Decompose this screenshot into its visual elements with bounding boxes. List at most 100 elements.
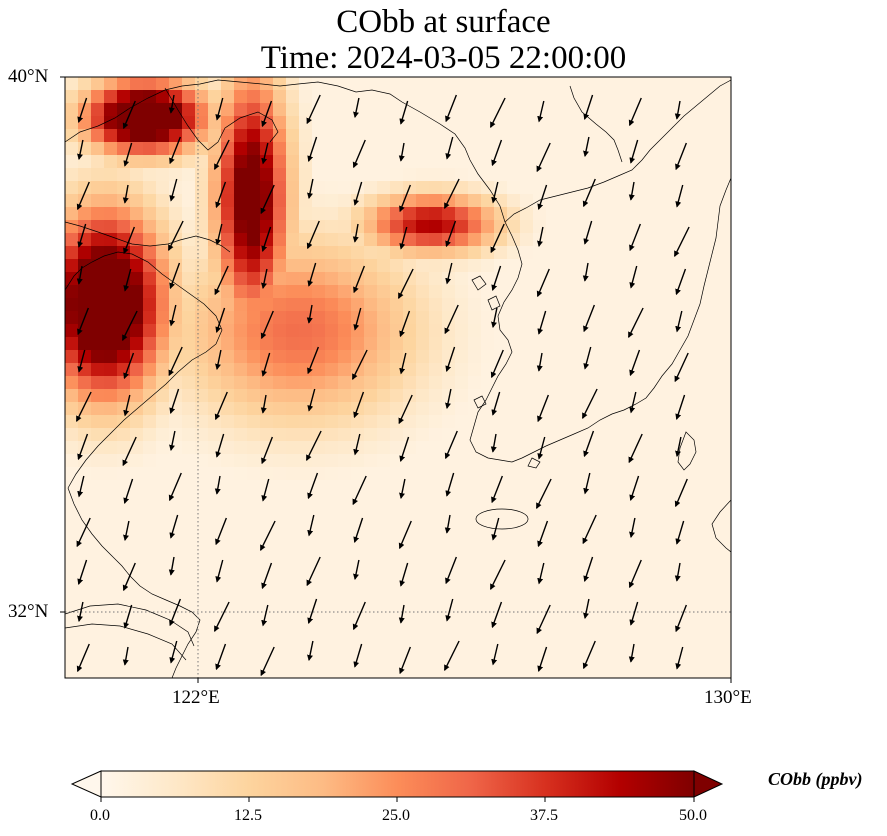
field-cell xyxy=(312,649,326,663)
field-cell xyxy=(442,181,456,195)
field-cell xyxy=(637,584,651,598)
field-cell xyxy=(572,571,586,585)
field-cell xyxy=(312,155,326,169)
field-cell xyxy=(728,454,731,468)
field-cell xyxy=(299,324,313,338)
field-cell xyxy=(442,90,456,104)
field-cell xyxy=(455,480,469,494)
field-cell xyxy=(481,311,495,325)
field-cell xyxy=(273,246,287,260)
field-cell xyxy=(156,571,170,585)
field-cell xyxy=(273,142,287,156)
field-cell xyxy=(325,129,339,143)
field-cell xyxy=(585,467,599,481)
field-cell xyxy=(416,558,430,572)
field-cell xyxy=(637,389,651,403)
field-cell xyxy=(572,272,586,286)
field-cell xyxy=(312,233,326,247)
field-cell xyxy=(338,259,352,273)
field-cell xyxy=(468,259,482,273)
field-cell xyxy=(455,506,469,520)
field-cell xyxy=(507,168,521,182)
field-cell xyxy=(507,415,521,429)
field-cell xyxy=(468,506,482,520)
kyushu-coast xyxy=(711,499,731,553)
wind-arrow xyxy=(307,262,317,287)
field-cell xyxy=(364,90,378,104)
field-cell xyxy=(455,662,469,676)
field-cell xyxy=(676,558,690,572)
field-cell xyxy=(377,233,391,247)
field-cell xyxy=(364,480,378,494)
field-cell xyxy=(481,649,495,663)
field-cell xyxy=(312,545,326,559)
field-cell xyxy=(572,103,586,117)
field-cell xyxy=(403,467,417,481)
field-cell xyxy=(546,194,560,208)
field-cell xyxy=(676,376,690,390)
field-cell xyxy=(364,376,378,390)
field-cell xyxy=(286,623,300,637)
colorbar xyxy=(70,770,724,802)
field-cell xyxy=(416,350,430,364)
field-cell xyxy=(325,376,339,390)
wind-arrow xyxy=(537,562,545,585)
field-cell xyxy=(364,272,378,286)
field-cell xyxy=(182,129,196,143)
field-cell xyxy=(702,402,716,416)
field-cell xyxy=(663,623,677,637)
field-cell xyxy=(676,181,690,195)
field-cell xyxy=(468,298,482,312)
field-cell xyxy=(377,467,391,481)
field-cell xyxy=(182,272,196,286)
field-cell xyxy=(403,77,417,91)
field-cell xyxy=(559,103,573,117)
field-cell xyxy=(611,454,625,468)
field-cell xyxy=(728,506,731,520)
field-cell xyxy=(585,636,599,650)
field-cell xyxy=(312,376,326,390)
wind-arrow xyxy=(214,139,230,171)
field-cell xyxy=(104,675,118,678)
field-cell xyxy=(559,545,573,559)
field-cell xyxy=(286,441,300,455)
field-cell xyxy=(429,584,443,598)
field-cell xyxy=(156,376,170,390)
wind-arrow xyxy=(583,94,594,120)
field-cell xyxy=(507,220,521,234)
field-cell xyxy=(676,597,690,611)
field-cell xyxy=(78,597,92,611)
field-cell xyxy=(650,649,664,663)
field-cell xyxy=(689,558,703,572)
field-cell xyxy=(390,519,404,533)
field-cell xyxy=(377,324,391,338)
field-cell xyxy=(247,493,261,507)
field-cell xyxy=(390,532,404,546)
field-cell xyxy=(247,636,261,650)
field-cell xyxy=(195,545,209,559)
wind-arrow xyxy=(490,433,497,453)
field-cell xyxy=(104,506,118,520)
field-cell xyxy=(65,324,79,338)
field-cell xyxy=(260,506,274,520)
field-cell xyxy=(377,493,391,507)
field-cell xyxy=(546,129,560,143)
field-cell xyxy=(104,636,118,650)
wind-arrow xyxy=(399,646,412,675)
field-cell xyxy=(611,610,625,624)
field-cell xyxy=(403,584,417,598)
field-cell xyxy=(442,246,456,260)
field-cell xyxy=(91,610,105,624)
field-cell xyxy=(481,272,495,286)
field-cell xyxy=(325,181,339,195)
field-cell xyxy=(325,519,339,533)
field-cell xyxy=(78,90,92,104)
field-cell xyxy=(325,233,339,247)
field-cell xyxy=(221,506,235,520)
field-cell xyxy=(208,77,222,91)
field-cell xyxy=(585,649,599,663)
field-cell xyxy=(338,168,352,182)
field-cell xyxy=(338,246,352,260)
field-cell xyxy=(585,376,599,390)
field-cell xyxy=(65,181,79,195)
